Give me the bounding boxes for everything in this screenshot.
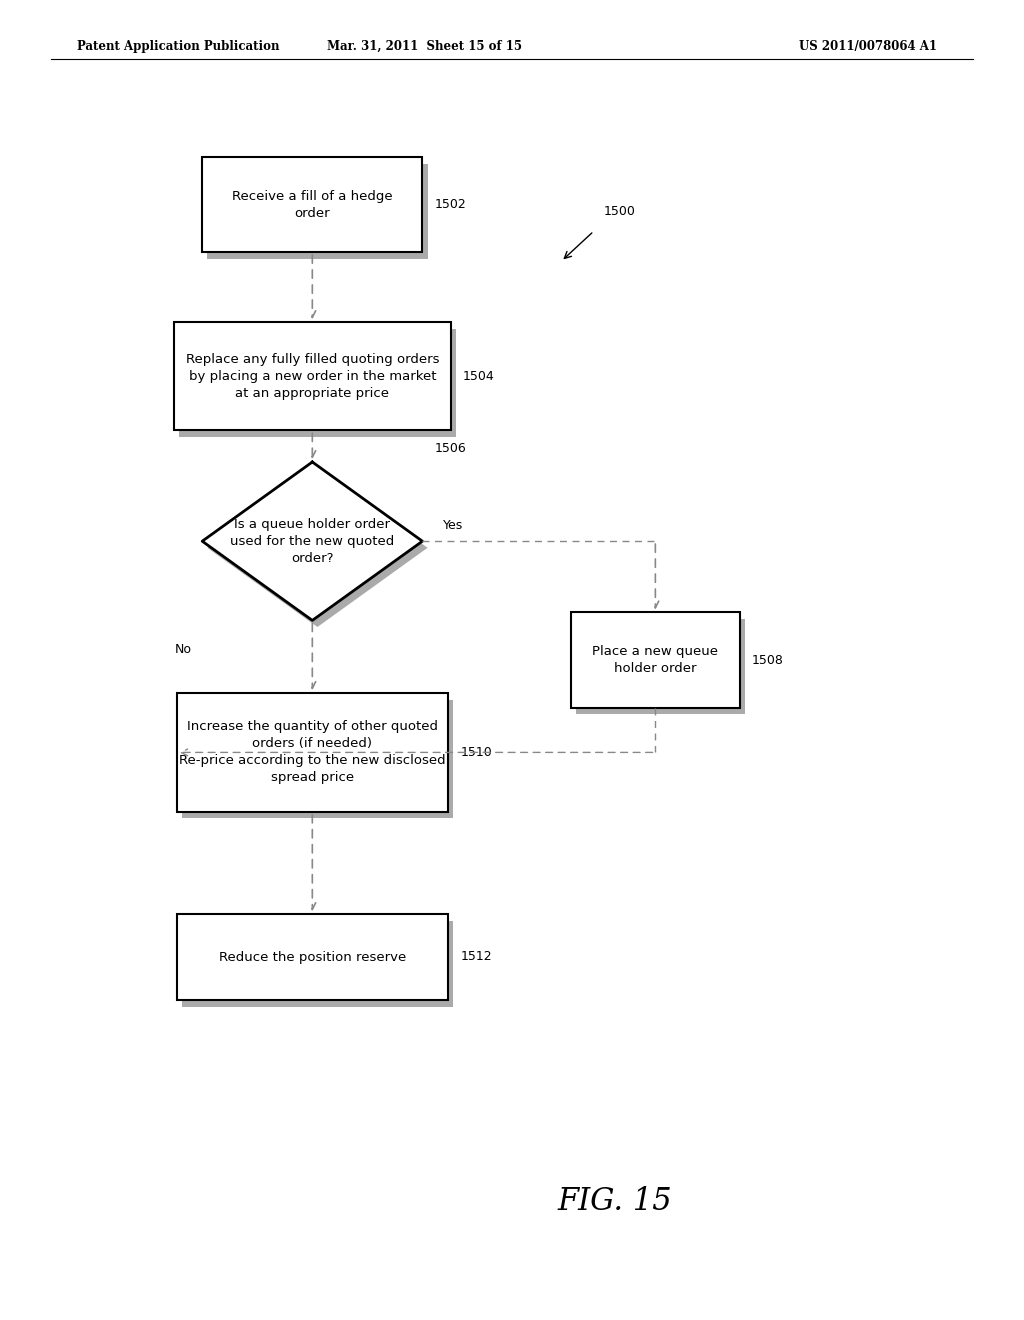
Bar xyxy=(174,322,451,430)
Polygon shape xyxy=(207,469,428,627)
Text: 1500: 1500 xyxy=(604,205,636,218)
Text: 1508: 1508 xyxy=(752,653,784,667)
Text: Mar. 31, 2011  Sheet 15 of 15: Mar. 31, 2011 Sheet 15 of 15 xyxy=(328,40,522,53)
Text: Increase the quantity of other quoted
orders (if needed)
Re-price according to t: Increase the quantity of other quoted or… xyxy=(179,721,445,784)
Text: Yes: Yes xyxy=(442,519,463,532)
Text: Is a queue holder order
used for the new quoted
order?: Is a queue holder order used for the new… xyxy=(230,517,394,565)
Bar xyxy=(182,921,453,1006)
Bar xyxy=(575,619,745,714)
Text: 1502: 1502 xyxy=(434,198,467,211)
Text: Reduce the position reserve: Reduce the position reserve xyxy=(219,950,406,964)
Bar xyxy=(203,157,422,252)
Text: US 2011/0078064 A1: US 2011/0078064 A1 xyxy=(799,40,937,53)
Text: Receive a fill of a hedge
order: Receive a fill of a hedge order xyxy=(232,190,392,219)
Bar xyxy=(207,164,428,259)
Text: FIG. 15: FIG. 15 xyxy=(557,1185,672,1217)
Text: 1504: 1504 xyxy=(463,370,495,383)
Polygon shape xyxy=(203,462,422,620)
Bar xyxy=(182,700,453,818)
Bar xyxy=(179,329,456,437)
Text: 1512: 1512 xyxy=(461,950,492,964)
Bar xyxy=(571,612,739,708)
Text: 1506: 1506 xyxy=(434,442,467,455)
Text: Place a new queue
holder order: Place a new queue holder order xyxy=(592,645,719,675)
Text: Replace any fully filled quoting orders
by placing a new order in the market
at : Replace any fully filled quoting orders … xyxy=(185,352,439,400)
Bar xyxy=(176,693,449,812)
Text: 1510: 1510 xyxy=(461,746,493,759)
Text: Patent Application Publication: Patent Application Publication xyxy=(77,40,280,53)
Text: No: No xyxy=(175,643,193,656)
Bar xyxy=(176,913,449,1001)
